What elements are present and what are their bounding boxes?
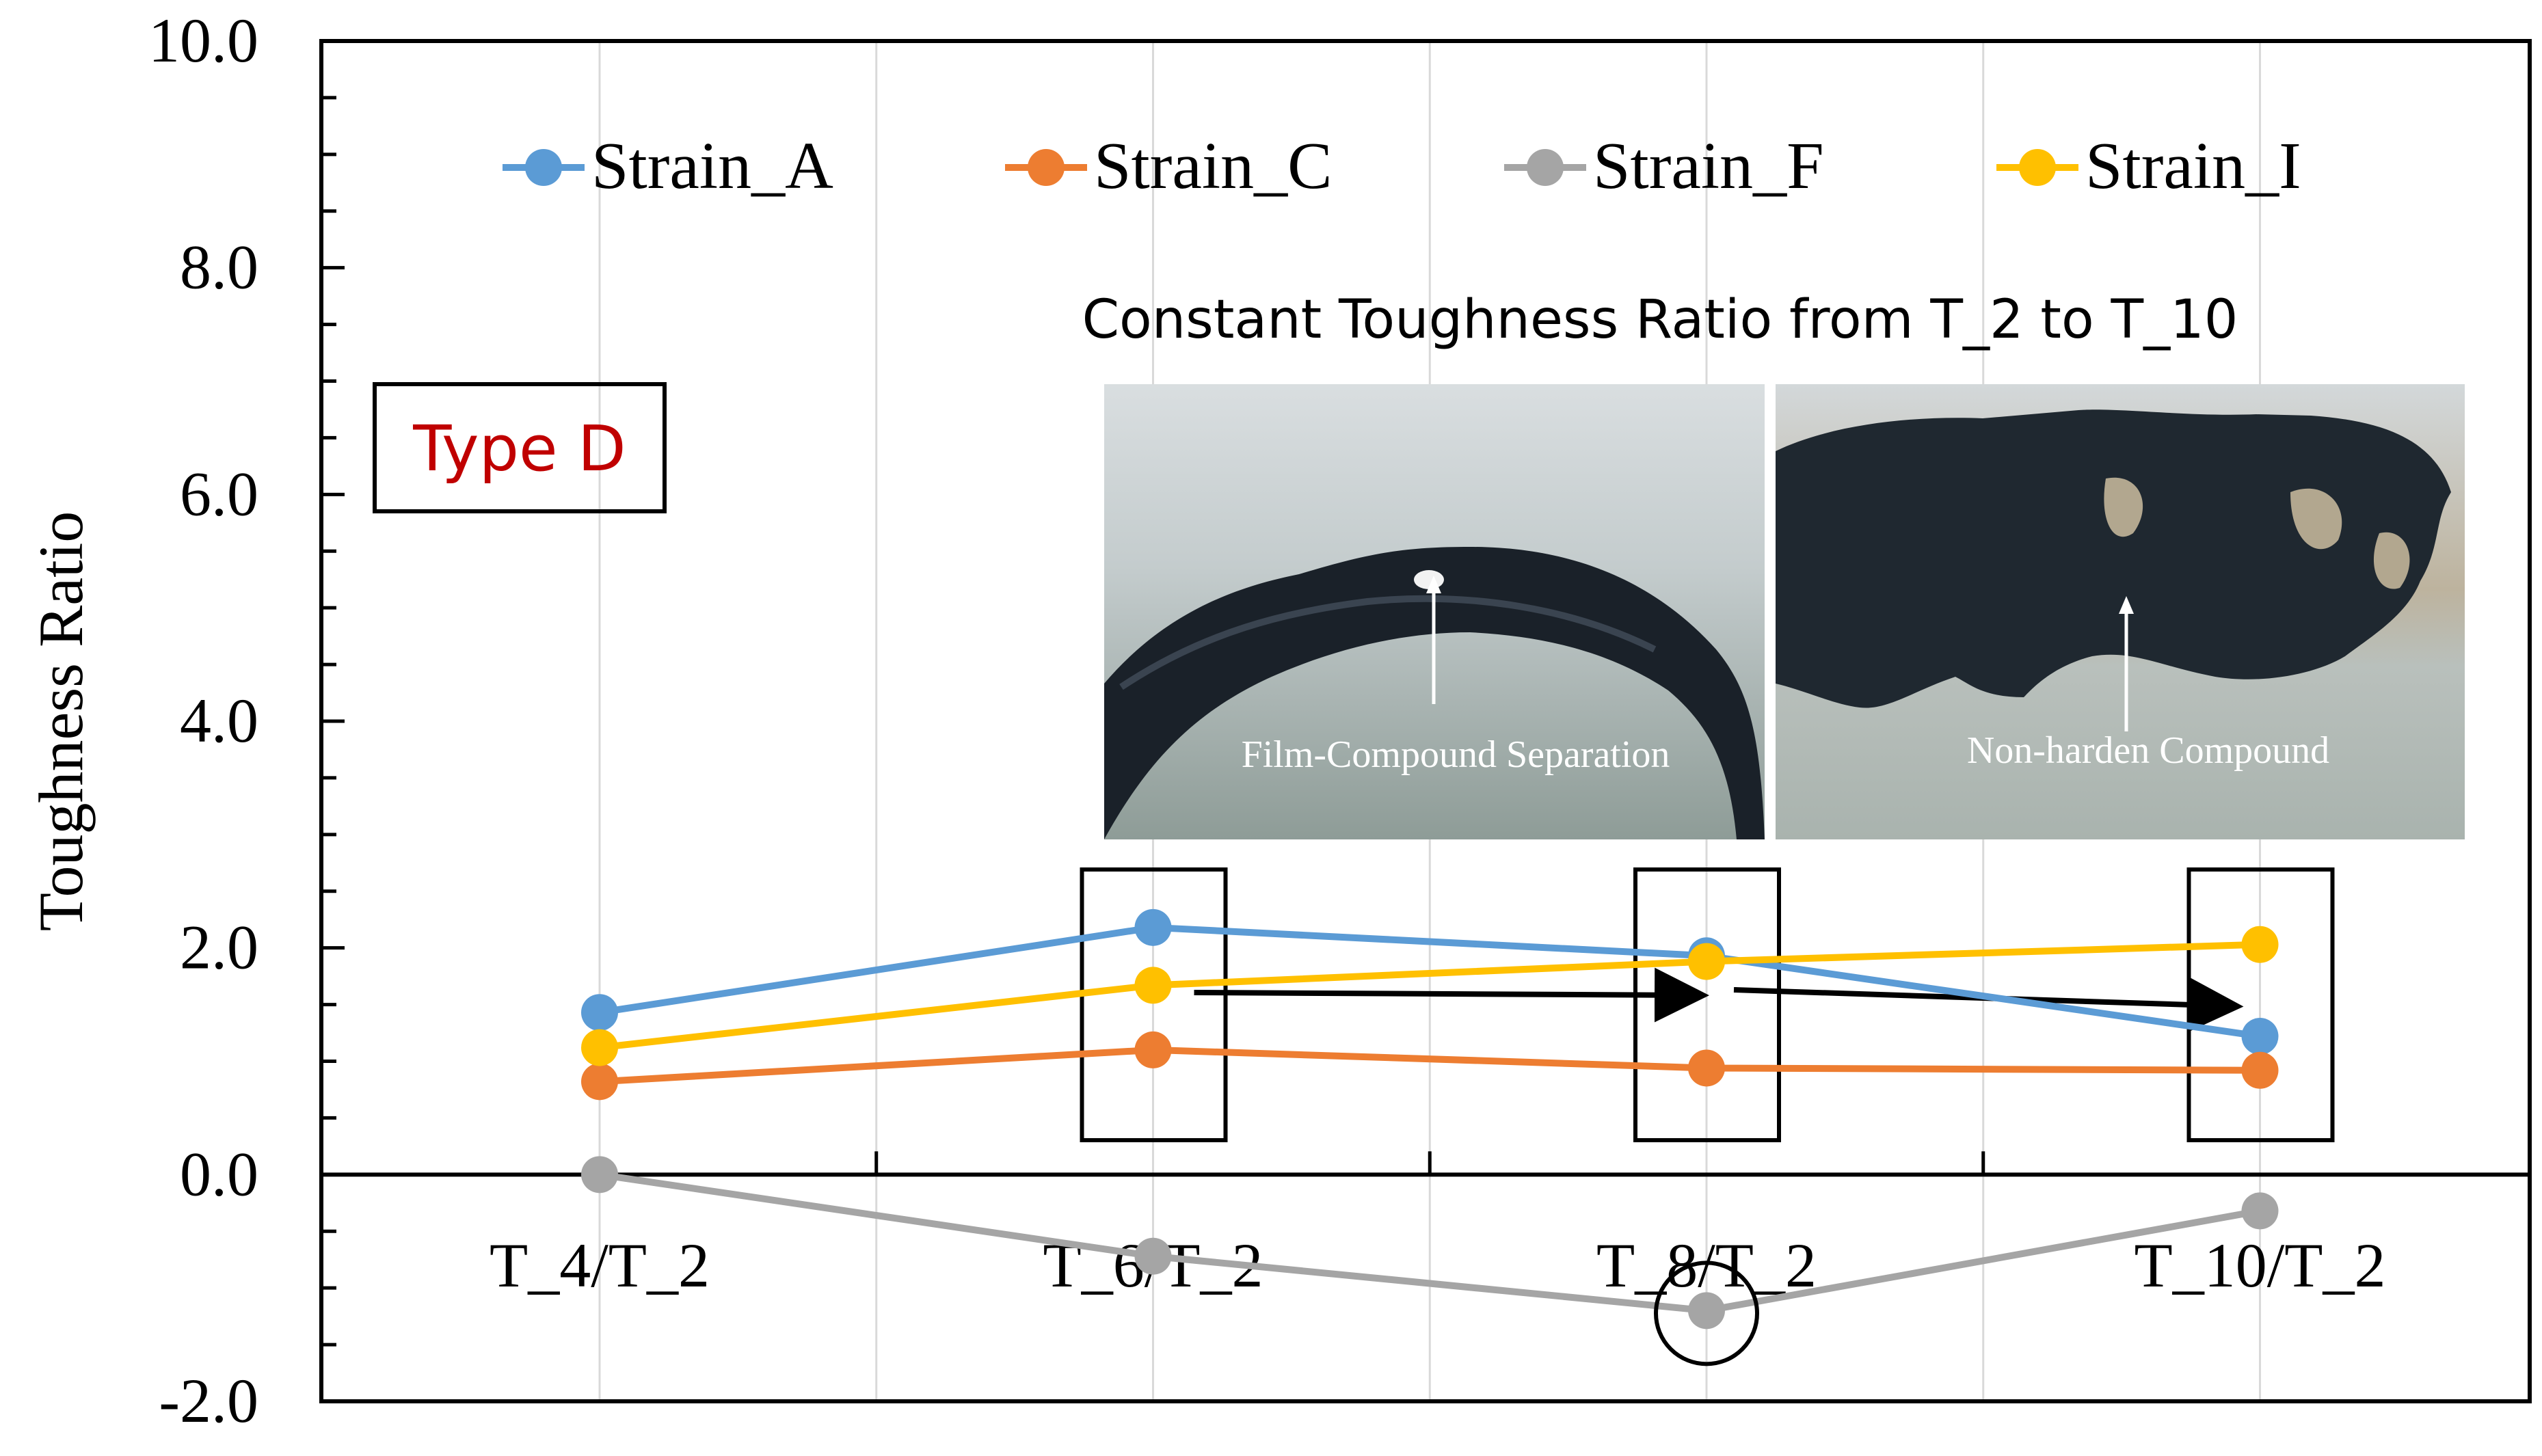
x-tick-label: T_4/T_2 [490, 1230, 710, 1300]
x-tick-label: T_10/T_2 [2135, 1230, 2386, 1300]
legend-label-strain_f: Strain_F [1593, 129, 1824, 203]
highlight-box [1633, 867, 1781, 1142]
data-point-strain_c [1688, 1049, 1725, 1087]
inset-caption: Constant Toughness Ratio from T_2 to T_1… [1082, 289, 2238, 351]
y-tick-label: 6.0 [180, 459, 258, 528]
y-tick-label: -2.0 [159, 1366, 258, 1435]
highlight-circle [1654, 1260, 1759, 1366]
data-point-strain_i [1134, 967, 1172, 1004]
type-label-box: Type D [373, 382, 667, 513]
axes [321, 39, 2530, 1403]
data-point-strain_i [1688, 943, 1725, 980]
series-line-strain_a [599, 924, 2261, 1040]
photo-left-label: Film-Compound Separation [1242, 733, 1670, 776]
x-tick-label: T_8/T_2 [1596, 1230, 1817, 1300]
legend-marker-strain_i [2019, 149, 2056, 186]
y-axis-title: Toughness Ratio [26, 511, 96, 932]
series-line-strain_i [599, 941, 2260, 1051]
highlight-box [1080, 867, 1228, 1142]
data-point-strain_c [1134, 1031, 1172, 1068]
data-point-strain_i [2241, 926, 2279, 963]
data-point-strain_a [1134, 908, 1172, 946]
data-point-strain_a [581, 994, 618, 1032]
trend-arrow [1194, 967, 1709, 1023]
data-point-strain_f [2241, 1192, 2279, 1230]
photo-film-compound-separation: Film-Compound Separation [1104, 384, 1765, 839]
legend-marker-strain_c [1028, 149, 1065, 186]
data-point-strain_f [1688, 1292, 1725, 1330]
photo-right-label: Non-harden Compound [1967, 729, 2329, 772]
x-tick-labels: T_4/T_2T_6/T_2T_8/T_2T_10/T_2 [490, 1230, 2385, 1300]
legend-label-strain_i: Strain_I [2085, 129, 2301, 203]
legend-marker-strain_a [525, 149, 562, 186]
series-line-strain_c [599, 1046, 2260, 1086]
y-tick-label: 10.0 [148, 5, 258, 75]
legend: Strain_A Strain_C Strain_F Strain_I [503, 129, 2301, 203]
data-point-strain_a [2241, 1018, 2279, 1055]
data-point-strain_f [581, 1156, 618, 1194]
legend-label-strain_a: Strain_A [591, 129, 833, 203]
data-point-strain_f [1134, 1237, 1172, 1275]
y-tick-label: 8.0 [180, 232, 258, 302]
highlight-circle-layer [1654, 1260, 1759, 1366]
y-tick-label: 4.0 [180, 686, 258, 755]
legend-label-strain_c: Strain_C [1094, 129, 1332, 203]
y-tick-label: 2.0 [180, 913, 258, 982]
series-layer [581, 908, 2279, 1330]
y-tick-labels: -2.0 0.0 2.0 4.0 6.0 8.0 10.0 [148, 5, 258, 1435]
data-point-strain_i [581, 1029, 618, 1066]
photo-non-harden-compound: Non-harden Compound [1776, 384, 2465, 839]
y-tick-label: 0.0 [180, 1139, 258, 1209]
data-point-strain_c [2241, 1051, 2279, 1089]
legend-marker-strain_f [1527, 149, 1564, 186]
type-label: Type D [412, 412, 626, 485]
data-point-strain_c [581, 1063, 618, 1101]
series-line-strain_f [599, 1171, 2261, 1315]
